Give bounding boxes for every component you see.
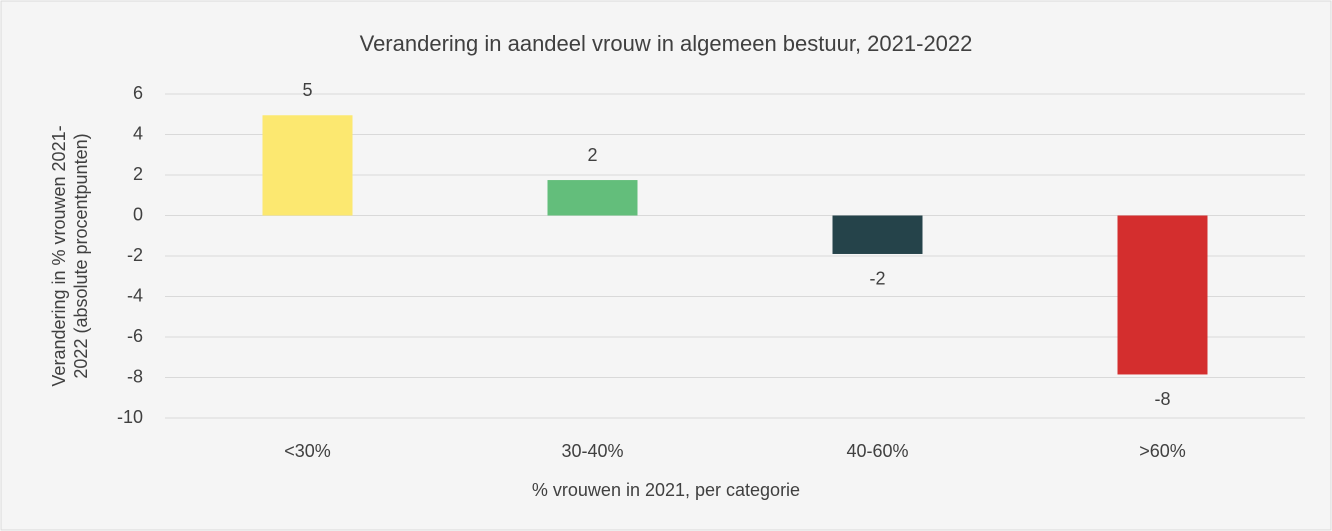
y-tick-label: -4 [127,285,143,305]
bar [547,180,638,216]
y-axis-title-line: 2022 (absolute procentpunten) [71,133,91,378]
bar [832,215,923,254]
bar [1117,215,1208,375]
y-tick-label: -8 [127,366,143,386]
y-tick-label: -10 [117,407,143,427]
x-tick-label: 30-40% [561,441,623,461]
x-tick-label: <30% [284,441,331,461]
y-tick-label: 4 [133,123,143,143]
y-axis-title: Verandering in % vrouwen 2021- 2022 (abs… [49,125,91,386]
data-label: 2 [587,145,597,165]
y-tick-label: -2 [127,245,143,265]
y-tick-label: -6 [127,326,143,346]
data-label: -2 [869,269,885,289]
data-label: 5 [302,80,312,100]
y-axis-title-line: Verandering in % vrouwen 2021- [49,125,69,386]
y-tick-label: 0 [133,204,143,224]
bar [262,115,353,216]
data-label: -8 [1154,389,1170,409]
x-tick-label: 40-60% [846,441,908,461]
y-tick-label: 6 [133,83,143,103]
chart-title: Verandering in aandeel vrouw in algemeen… [360,31,973,56]
x-tick-label: >60% [1139,441,1186,461]
y-tick-label: 2 [133,164,143,184]
x-axis-title: % vrouwen in 2021, per categorie [532,480,800,500]
